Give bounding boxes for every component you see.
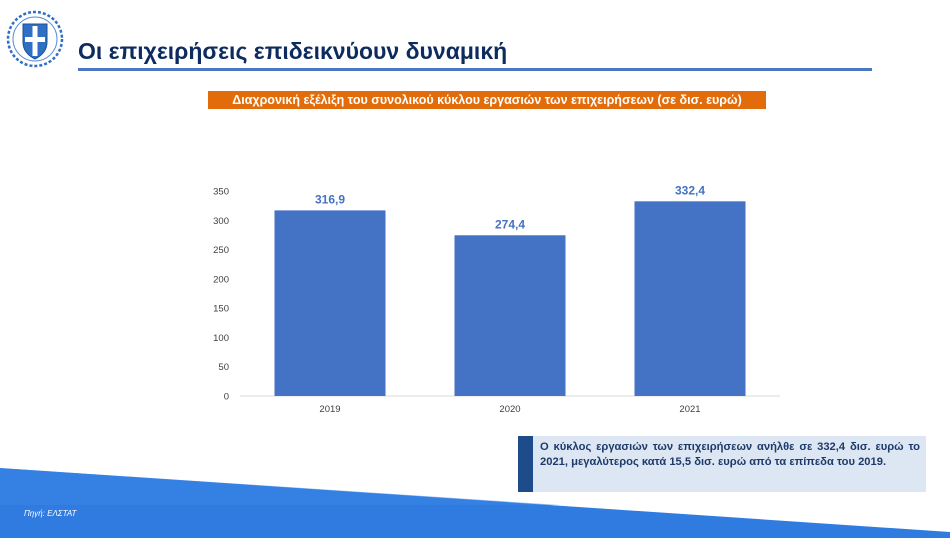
y-tick-label: 50 bbox=[218, 362, 229, 373]
note-accent-bar bbox=[518, 436, 533, 492]
bar-2019 bbox=[274, 210, 386, 396]
page-title: Οι επιχειρήσεις επιδεικνύουν δυναμική bbox=[78, 38, 508, 64]
y-tick-label: 250 bbox=[213, 245, 229, 256]
source-label: Πηγή: ΕΛΣΤΑΤ bbox=[24, 509, 77, 518]
greek-coat-of-arms-icon bbox=[6, 10, 64, 68]
chart-caption: Διαχρονική εξέλιξη του συνολικού κύκλου … bbox=[208, 91, 766, 109]
summary-note: Ο κύκλος εργασιών των επιχειρήσεων ανήλθ… bbox=[518, 436, 926, 492]
bar-series bbox=[274, 201, 746, 396]
bar-2021 bbox=[634, 201, 746, 396]
x-tick-label: 2021 bbox=[679, 404, 700, 415]
y-tick-label: 100 bbox=[213, 333, 229, 344]
x-axis-ticks: 2019 2020 2021 bbox=[319, 404, 700, 415]
bar-2020 bbox=[454, 235, 566, 396]
title-divider bbox=[78, 68, 872, 71]
y-tick-label: 300 bbox=[213, 216, 229, 227]
note-text: Ο κύκλος εργασιών των επιχειρήσεων ανήλθ… bbox=[540, 441, 920, 468]
y-tick-label: 200 bbox=[213, 274, 229, 285]
y-tick-label: 150 bbox=[213, 304, 229, 315]
data-label: 332,4 bbox=[675, 183, 705, 197]
data-label: 316,9 bbox=[315, 192, 345, 206]
value-labels: 316,9 274,4 332,4 bbox=[315, 183, 705, 231]
y-tick-label: 350 bbox=[213, 187, 229, 198]
y-axis-ticks: 0 50 100 150 200 250 300 350 bbox=[213, 187, 229, 403]
data-label: 274,4 bbox=[495, 217, 525, 231]
x-tick-label: 2019 bbox=[319, 404, 340, 415]
y-tick-label: 0 bbox=[224, 392, 229, 403]
x-tick-label: 2020 bbox=[499, 404, 520, 415]
